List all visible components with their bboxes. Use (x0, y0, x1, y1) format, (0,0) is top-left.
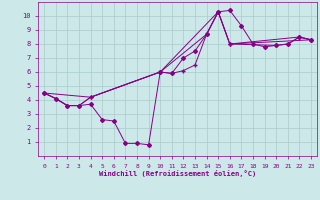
X-axis label: Windchill (Refroidissement éolien,°C): Windchill (Refroidissement éolien,°C) (99, 170, 256, 177)
